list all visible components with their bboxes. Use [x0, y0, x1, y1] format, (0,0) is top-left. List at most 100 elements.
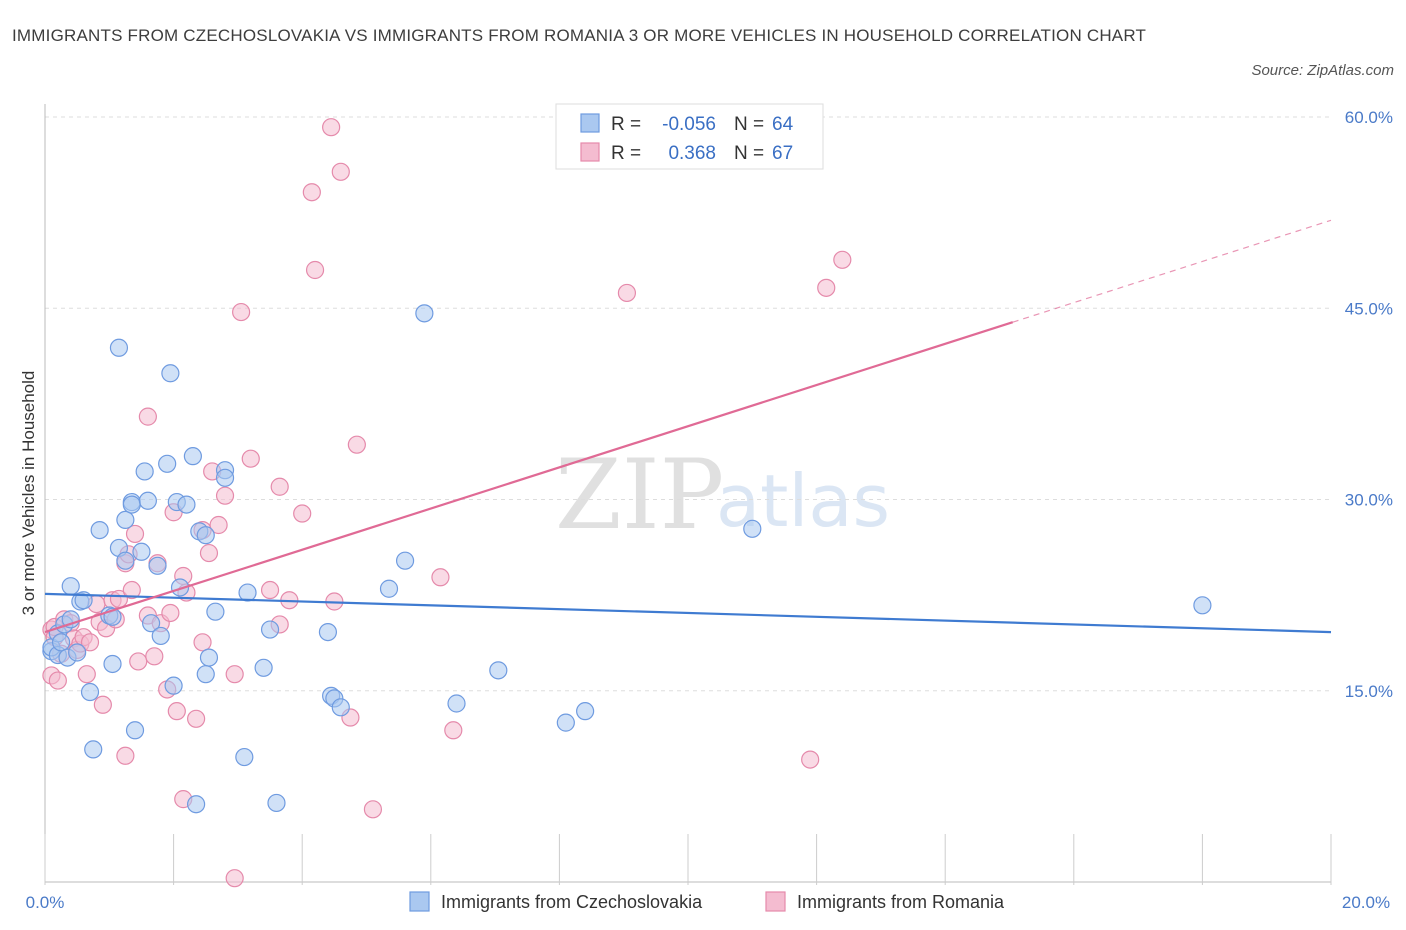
- romania-point-46: [225, 665, 244, 684]
- romania-point-52: [270, 477, 289, 496]
- czechoslovakia-point-38: [187, 795, 206, 814]
- czechoslovakia-point-17: [103, 654, 122, 674]
- romania-trend-line-extension: [1012, 219, 1332, 323]
- romania-point-45: [215, 486, 235, 505]
- legend-n-label-1: N =: [734, 114, 764, 135]
- series-legend: Immigrants from Czechoslovakia Immigrant…: [409, 891, 1005, 912]
- czechoslovakia-point-12: [80, 682, 100, 702]
- legend-swatch-czechoslovakia: [580, 113, 600, 133]
- czechoslovakia-point-35: [170, 578, 190, 597]
- czechoslovakia-point-36: [177, 495, 196, 514]
- romania-point-65: [617, 283, 637, 303]
- romania-point-13: [80, 633, 100, 652]
- romania-point-48: [232, 302, 251, 322]
- czechoslovakia-point-61: [576, 702, 595, 721]
- czechoslovakia-point-63: [1193, 596, 1212, 615]
- grid-lines: [45, 116, 1331, 692]
- czechoslovakia-point-40: [196, 526, 215, 545]
- czechoslovakia-point-25: [132, 542, 151, 561]
- czechoslovakia-point-60: [556, 713, 575, 732]
- czechoslovakia-point-8: [61, 577, 80, 596]
- czechoslovakia-point-42: [199, 648, 219, 667]
- x-tick-label-max: 20.0%: [1342, 893, 1390, 912]
- watermark-atlas: atlas: [716, 459, 890, 543]
- romania-point-41: [193, 633, 212, 652]
- watermark-zip: ZIP: [555, 439, 724, 551]
- legend-r-value-1: -0.056: [662, 114, 716, 135]
- bottom-legend-swatch-czechoslovakia: [409, 891, 430, 912]
- czechoslovakia-point-54: [331, 698, 350, 717]
- czechoslovakia-point-13: [84, 740, 103, 759]
- stats-legend-box: [555, 103, 824, 170]
- source-label: Source: ZipAtlas.com: [1251, 62, 1394, 79]
- czechoslovakia-point-37: [183, 447, 202, 466]
- romania-point-28: [138, 407, 157, 426]
- romania-point-29: [145, 647, 164, 666]
- czechoslovakia-point-24: [125, 721, 145, 740]
- czechoslovakia-point-30: [151, 626, 170, 646]
- romania-point-33: [161, 603, 180, 623]
- czechoslovakia-point-27: [138, 491, 157, 510]
- romania-point-25: [125, 524, 145, 544]
- czechoslovakia-point-49: [260, 620, 280, 639]
- legend-n-value-1: 64: [772, 114, 794, 135]
- romania-point-22: [116, 746, 135, 765]
- czechoslovakia-point-28: [141, 614, 161, 633]
- romania-point-62: [363, 800, 383, 819]
- czechoslovakia-point-21: [116, 510, 135, 530]
- romania-point-50: [260, 580, 280, 600]
- romania-point-66: [801, 750, 820, 769]
- romania-point-55: [305, 260, 325, 280]
- romania-point-67: [817, 278, 836, 297]
- czechoslovakia-point-59: [489, 661, 508, 680]
- y-tick-label-0: 15.0%: [1345, 682, 1393, 701]
- romania-point-63: [431, 568, 450, 587]
- romania-point-61: [347, 435, 366, 454]
- romania-point-39: [187, 709, 206, 728]
- bottom-legend-label-czechoslovakia: Immigrants from Czechoslovakia: [441, 892, 703, 912]
- x-ticks: [44, 834, 1332, 885]
- romania-point-59: [331, 162, 350, 181]
- romania-point-26: [129, 652, 148, 671]
- romania-point-47: [225, 869, 244, 888]
- legend-n-label-2: N =: [734, 143, 764, 164]
- stats-legend: R = -0.056 N = 64 R = 0.368 N = 67: [555, 103, 824, 170]
- czechoslovakia-point-9: [68, 643, 87, 662]
- legend-r-label-1: R =: [611, 114, 641, 135]
- series-czechoslovakia-points: [42, 304, 1212, 814]
- czechoslovakia-point-41: [196, 665, 215, 684]
- romania-point-57: [322, 118, 341, 137]
- czechoslovakia-point-62: [743, 519, 762, 538]
- romania-point-35: [167, 702, 186, 721]
- czechoslovakia-point-14: [90, 520, 109, 540]
- czechoslovakia-point-20: [116, 551, 135, 570]
- chart-title: Immigrants from Czechoslovakia vs Immigr…: [12, 26, 1147, 45]
- czechoslovakia-point-23: [122, 495, 141, 514]
- czechoslovakia-point-57: [415, 304, 434, 323]
- y-tick-label-1: 30.0%: [1345, 491, 1393, 510]
- y-axis-title: 3 or more Vehicles in Household: [19, 371, 38, 616]
- bottom-legend-label-romania: Immigrants from Romania: [797, 892, 1005, 912]
- czechoslovakia-point-55: [379, 579, 399, 598]
- romania-point-49: [241, 449, 260, 468]
- czechoslovakia-point-47: [238, 583, 257, 602]
- romania-point-12: [77, 665, 96, 684]
- romania-point-42: [199, 543, 219, 563]
- legend-r-label-2: R =: [611, 143, 641, 164]
- bottom-legend-swatch-romania: [765, 891, 786, 912]
- romania-point-44: [209, 515, 228, 535]
- czechoslovakia-point-50: [267, 793, 286, 813]
- y-tick-label-2: 45.0%: [1345, 299, 1393, 318]
- czechoslovakia-point-33: [164, 676, 183, 695]
- czechoslovakia-point-4: [51, 633, 71, 652]
- czechoslovakia-point-31: [158, 454, 177, 473]
- trend-lines: [44, 219, 1332, 634]
- romania-point-56: [302, 183, 321, 202]
- legend-swatch-romania: [580, 142, 600, 162]
- legend-r-value-2: 0.368: [668, 143, 716, 164]
- romania-point-24: [122, 580, 141, 600]
- romania-point-54: [293, 504, 312, 523]
- y-tick-labels: 15.0% 30.0% 45.0% 60.0%: [1345, 108, 1393, 701]
- czechoslovakia-point-56: [395, 551, 415, 570]
- czechoslovakia-point-48: [254, 658, 273, 677]
